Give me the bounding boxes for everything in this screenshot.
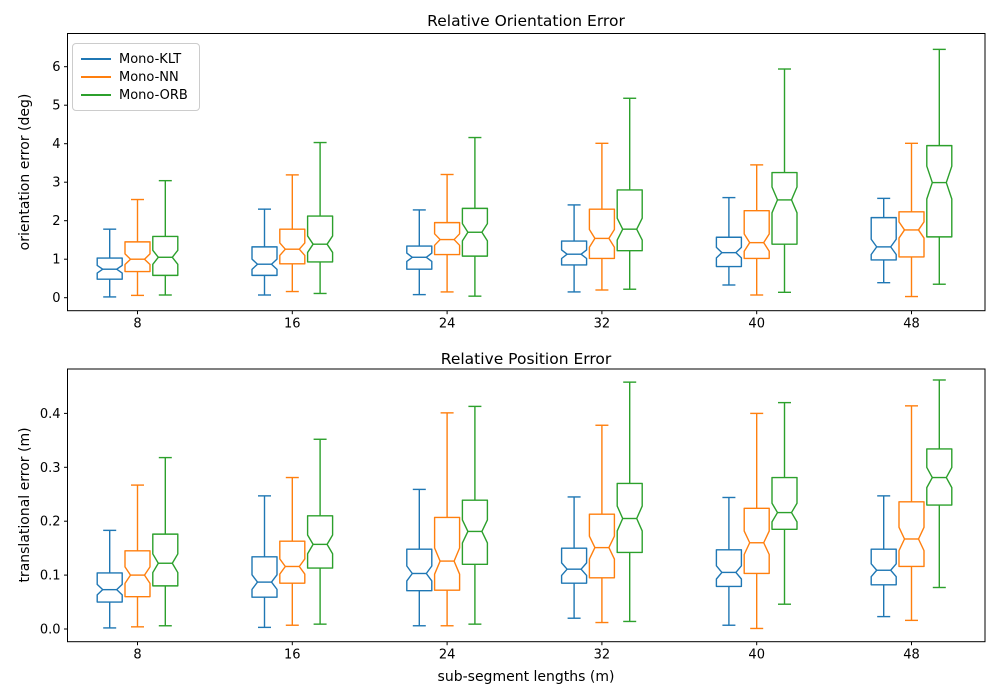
y-tick-label: 2 <box>52 214 60 229</box>
y-tick-label: 5 <box>52 99 60 114</box>
box-mono-orb-24 <box>461 207 489 257</box>
x-tick-label: 24 <box>439 648 456 663</box>
y-tick-label: 0.4 <box>40 407 61 422</box>
x-tick-label: 24 <box>439 317 456 332</box>
legend-line-icon <box>81 94 111 96</box>
box-mono-klt-16 <box>251 246 278 277</box>
legend-entry-mono-klt: Mono-KLT <box>81 50 191 68</box>
x-axis-label: sub-segment lengths (m) <box>437 669 615 685</box>
box-mono-nn-48 <box>898 211 925 258</box>
legend-entry-mono-orb: Mono-ORB <box>81 86 191 104</box>
top-y-axis-label: orientation error (deg) <box>17 93 33 251</box>
box-mono-klt-8 <box>96 257 123 280</box>
legend-line-icon <box>81 58 111 60</box>
box-mono-klt-24 <box>406 245 433 270</box>
bottom-subplot-title: Relative Position Error <box>440 350 612 368</box>
box-mono-klt-48 <box>870 548 897 586</box>
x-tick-label: 8 <box>133 648 141 663</box>
legend-label: Mono-ORB <box>119 87 188 103</box>
box-mono-nn-16 <box>279 228 306 265</box>
x-tick-label: 40 <box>748 648 765 663</box>
box-mono-nn-32 <box>588 513 616 579</box>
box-mono-nn-32 <box>588 208 616 260</box>
box-mono-nn-40 <box>743 507 770 575</box>
box-mono-klt-48 <box>870 216 897 261</box>
box-mono-klt-32 <box>560 240 588 266</box>
y-tick-label: 0.3 <box>40 461 61 476</box>
box-mono-orb-24 <box>461 499 489 566</box>
box-mono-klt-40 <box>715 549 743 588</box>
legend-label: Mono-KLT <box>119 51 182 67</box>
legend-entry-mono-nn: Mono-NN <box>81 68 191 86</box>
box-mono-orb-32 <box>616 189 643 252</box>
bottom-y-axis-label: translational error (m) <box>17 427 33 583</box>
box-mono-nn-8 <box>124 550 151 598</box>
box-mono-orb-40 <box>771 476 798 530</box>
box-mono-orb-32 <box>616 482 643 554</box>
box-mono-klt-8 <box>96 572 123 603</box>
box-mono-klt-32 <box>560 547 588 584</box>
x-tick-label: 40 <box>748 317 765 332</box>
legend-line-icon <box>81 76 111 78</box>
box-mono-orb-16 <box>306 515 334 569</box>
plot-frame <box>67 368 986 643</box>
box-mono-klt-24 <box>406 548 433 592</box>
box-mono-nn-8 <box>124 241 151 273</box>
y-tick-label: 0 <box>52 291 60 306</box>
box-mono-klt-40 <box>715 236 743 268</box>
x-tick-label: 16 <box>284 648 301 663</box>
y-tick-label: 0.0 <box>40 623 61 638</box>
box-mono-nn-16 <box>279 540 306 584</box>
y-tick-label: 0.1 <box>40 569 61 584</box>
legend-label: Mono-NN <box>119 69 179 85</box>
y-tick-label: 1 <box>52 253 60 268</box>
x-tick-label: 16 <box>284 317 301 332</box>
y-tick-label: 3 <box>52 176 60 191</box>
x-tick-label: 32 <box>594 648 611 663</box>
box-mono-nn-24 <box>433 516 461 591</box>
box-mono-orb-16 <box>306 215 334 263</box>
box-mono-nn-24 <box>433 221 461 256</box>
x-tick-label: 48 <box>903 317 920 332</box>
box-mono-orb-8 <box>152 533 179 587</box>
box-mono-nn-48 <box>898 501 925 568</box>
legend: Mono-KLT Mono-NN Mono-ORB <box>72 43 200 111</box>
y-tick-label: 0.2 <box>40 515 61 530</box>
y-tick-label: 6 <box>52 60 60 75</box>
box-mono-orb-8 <box>152 235 179 277</box>
x-tick-label: 8 <box>133 317 141 332</box>
box-mono-orb-48 <box>926 144 953 238</box>
box-mono-nn-40 <box>743 209 770 260</box>
top-subplot-title: Relative Orientation Error <box>427 12 625 30</box>
box-mono-klt-16 <box>251 556 278 598</box>
box-mono-orb-40 <box>771 171 798 245</box>
box-mono-orb-48 <box>926 448 953 506</box>
y-tick-label: 4 <box>52 137 60 152</box>
x-tick-label: 32 <box>594 317 611 332</box>
plot-frame <box>67 33 986 312</box>
x-tick-label: 48 <box>903 648 920 663</box>
